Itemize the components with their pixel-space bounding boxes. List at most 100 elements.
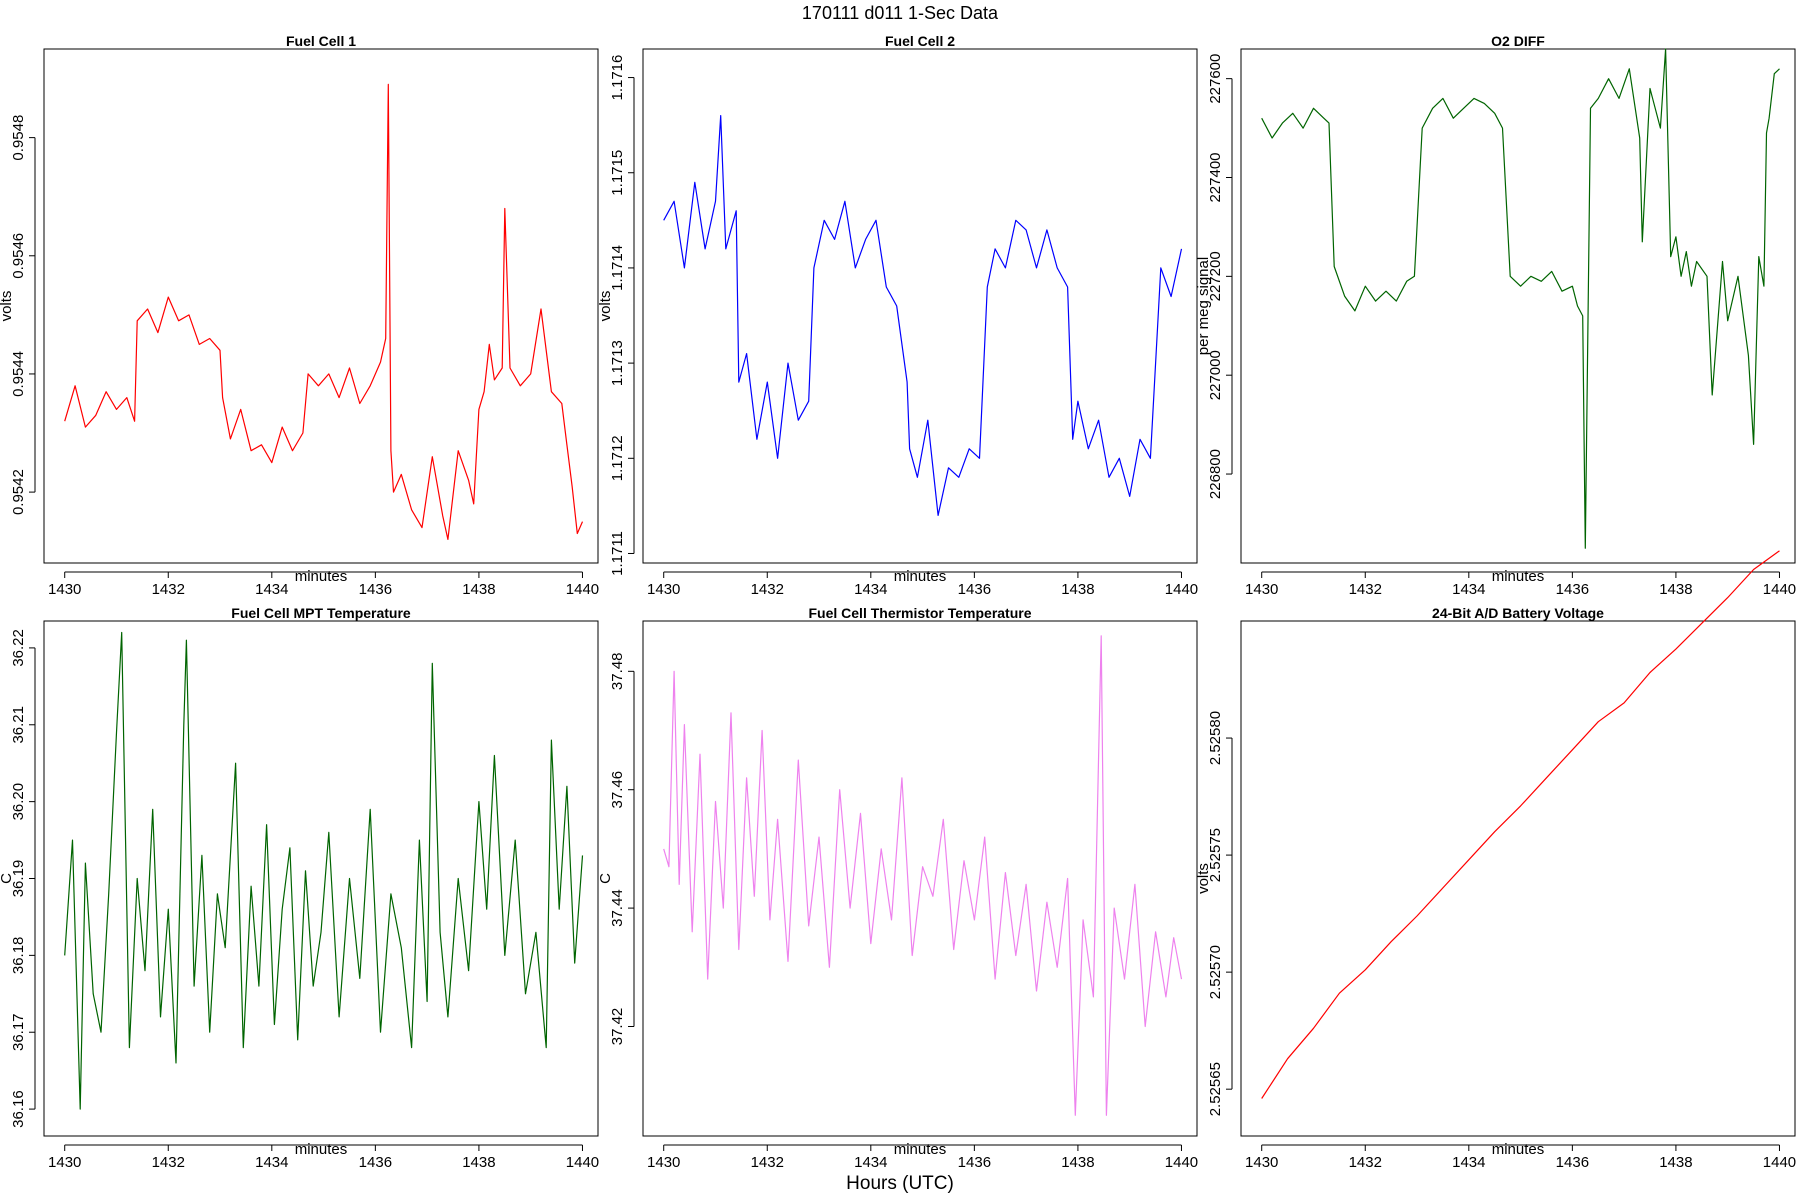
y-tick-label: 36.21 bbox=[10, 706, 27, 744]
y-tick-label: 1.1714 bbox=[609, 245, 626, 291]
y-tick-label: 37.42 bbox=[609, 1008, 626, 1046]
y-tick-label: 227600 bbox=[1207, 54, 1224, 104]
y-tick-label: 226800 bbox=[1207, 449, 1224, 499]
y-tick-label: 1.1715 bbox=[609, 150, 626, 196]
panel-title: Fuel Cell 1 bbox=[286, 33, 356, 49]
x-tick-label: 1432 bbox=[751, 1154, 784, 1171]
y-tick-label: 0.9544 bbox=[10, 351, 27, 397]
x-tick-label: 1434 bbox=[1452, 1154, 1485, 1171]
x-tick-label: 1440 bbox=[1763, 581, 1796, 598]
y-tick-label: 1.1712 bbox=[609, 435, 626, 481]
x-tick-label: 1438 bbox=[462, 581, 495, 598]
y-axis-label: C bbox=[597, 873, 614, 884]
x-tick-label: 1440 bbox=[566, 1154, 599, 1171]
series-line bbox=[1261, 550, 1780, 1099]
x-tick-label: 1430 bbox=[647, 581, 680, 598]
x-tick-label: 1440 bbox=[1165, 1154, 1198, 1171]
x-tick-label: 1438 bbox=[1659, 581, 1692, 598]
x-tick-label: 1438 bbox=[1659, 1154, 1692, 1171]
x-axis-label: minutes bbox=[1492, 568, 1545, 585]
x-tick-label: 1432 bbox=[152, 581, 185, 598]
panel-title: Fuel Cell 2 bbox=[885, 33, 955, 49]
series-line bbox=[64, 83, 584, 541]
x-tick-label: 1438 bbox=[1061, 1154, 1094, 1171]
panel-4: Fuel Cell MPT Temperature 1430 1432 1434 143… bbox=[0, 605, 599, 1171]
x-tick-label: 1440 bbox=[1763, 1154, 1796, 1171]
y-tick-label: 36.22 bbox=[10, 629, 27, 667]
x-tick-label: 1432 bbox=[751, 581, 784, 598]
plot-frame bbox=[1240, 620, 1796, 1137]
x-tick-label: 1434 bbox=[854, 581, 887, 598]
y-tick-label: 0.9548 bbox=[10, 115, 27, 161]
x-tick-label: 1430 bbox=[48, 1154, 81, 1171]
y-axis-label: volts bbox=[597, 291, 614, 322]
x-axis-label: minutes bbox=[894, 1141, 947, 1158]
x-tick-label: 1432 bbox=[152, 1154, 185, 1171]
x-tick-label: 1430 bbox=[647, 1154, 680, 1171]
y-tick-label: 227000 bbox=[1207, 350, 1224, 400]
x-tick-label: 1430 bbox=[1245, 581, 1278, 598]
x-tick-label: 1436 bbox=[359, 1154, 392, 1171]
x-tick-label: 1434 bbox=[854, 1154, 887, 1171]
x-tick-label: 1434 bbox=[255, 581, 288, 598]
plot-frame bbox=[43, 620, 599, 1137]
x-tick-label: 1430 bbox=[48, 581, 81, 598]
panel-3: O2 DIFF 1430 1432 1434 1436 1438 1440 minutes 22… bbox=[1195, 33, 1796, 598]
panel-1: Fuel Cell 1 1430 1432 1434 1436 1438 1440 minut… bbox=[0, 33, 599, 598]
y-tick-label: 36.17 bbox=[10, 1013, 27, 1051]
panel-5: Fuel Cell Thermistor Temperature 1430 1432… bbox=[597, 605, 1198, 1171]
y-tick-label: 36.16 bbox=[10, 1090, 27, 1128]
y-tick-label: 1.1716 bbox=[609, 55, 626, 101]
y-axis-label: per meg signal bbox=[1195, 257, 1212, 355]
y-tick-label: 36.18 bbox=[10, 937, 27, 975]
y-axis-label: volts bbox=[0, 291, 15, 322]
y-tick-label: 2.52570 bbox=[1207, 945, 1224, 999]
x-axis-label: minutes bbox=[295, 568, 348, 585]
plot-frame bbox=[642, 620, 1198, 1137]
panel-grid: Fuel Cell 1 1430 1432 1434 1436 1438 1440 minut… bbox=[0, 33, 1796, 1171]
plot-frame bbox=[642, 48, 1198, 564]
y-axis-label: volts bbox=[1195, 863, 1212, 894]
series-line bbox=[663, 114, 1183, 517]
y-tick-label: 37.44 bbox=[609, 889, 626, 927]
x-tick-label: 1440 bbox=[566, 581, 599, 598]
y-tick-label: 36.20 bbox=[10, 783, 27, 821]
panel-title: Fuel Cell Thermistor Temperature bbox=[808, 605, 1031, 621]
x-tick-label: 1438 bbox=[1061, 581, 1094, 598]
panel-title: Fuel Cell MPT Temperature bbox=[231, 605, 411, 621]
x-tick-label: 1436 bbox=[1556, 581, 1589, 598]
x-tick-label: 1434 bbox=[1452, 581, 1485, 598]
panel-title: O2 DIFF bbox=[1491, 33, 1545, 49]
y-tick-label: 37.46 bbox=[609, 771, 626, 809]
plot-frame bbox=[43, 48, 599, 564]
y-tick-label: 2.52575 bbox=[1207, 828, 1224, 882]
panel-6: 24-Bit A/D Battery Voltage 1430 1432 1434 14… bbox=[1195, 550, 1796, 1171]
y-tick-label: 227400 bbox=[1207, 152, 1224, 202]
x-tick-label: 1432 bbox=[1349, 581, 1382, 598]
x-axis-label: minutes bbox=[295, 1141, 348, 1158]
y-tick-label: 2.52565 bbox=[1207, 1062, 1224, 1116]
plot-frame bbox=[1240, 48, 1796, 564]
figure-title: 170111 d011 1-Sec Data bbox=[802, 3, 999, 23]
x-tick-label: 1432 bbox=[1349, 1154, 1382, 1171]
y-tick-label: 0.9546 bbox=[10, 233, 27, 279]
y-tick-label: 37.48 bbox=[609, 653, 626, 691]
x-tick-label: 1434 bbox=[255, 1154, 288, 1171]
x-tick-label: 1430 bbox=[1245, 1154, 1278, 1171]
x-tick-label: 1436 bbox=[359, 581, 392, 598]
x-tick-label: 1436 bbox=[958, 1154, 991, 1171]
series-line bbox=[1261, 48, 1780, 549]
y-tick-label: 0.9542 bbox=[10, 469, 27, 515]
series-line bbox=[64, 631, 584, 1110]
panel-2: Fuel Cell 2 1430 1432 1434 1436 1438 1440 minut… bbox=[597, 33, 1198, 598]
y-tick-label: 1.1713 bbox=[609, 340, 626, 386]
x-axis-label: minutes bbox=[894, 568, 947, 585]
x-axis-label: minutes bbox=[1492, 1141, 1545, 1158]
y-axis-label: C bbox=[0, 873, 15, 884]
y-tick-label: 2.52580 bbox=[1207, 711, 1224, 765]
panel-title: 24-Bit A/D Battery Voltage bbox=[1432, 605, 1604, 621]
y-tick-label: 227200 bbox=[1207, 251, 1224, 301]
x-tick-label: 1436 bbox=[1556, 1154, 1589, 1171]
x-tick-label: 1440 bbox=[1165, 581, 1198, 598]
